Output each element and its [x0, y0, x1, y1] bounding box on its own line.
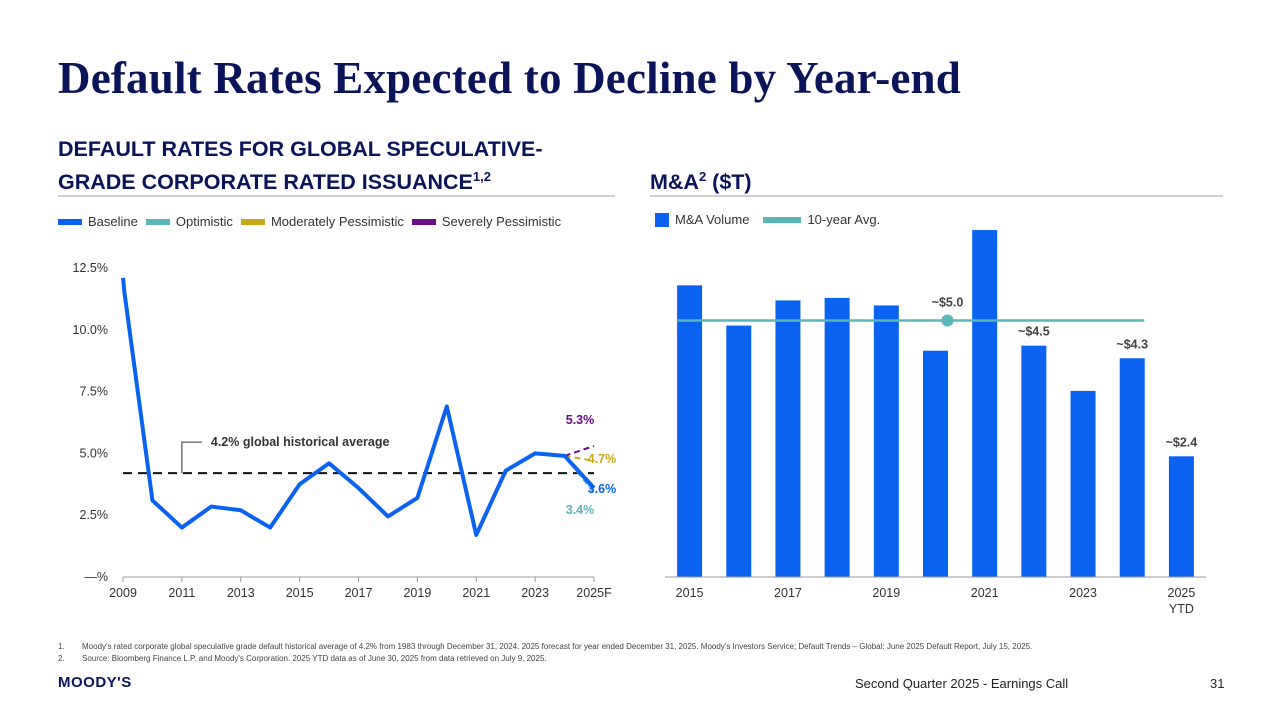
y-tick-label: 5.0%	[80, 446, 109, 460]
legend-swatch-moderately-pessimistic	[240, 218, 265, 225]
x-tick-label: 2017	[774, 586, 802, 600]
bar-2022	[1021, 345, 1047, 577]
x-tick-label: 2015	[676, 586, 704, 600]
x-tick-label: 2025	[1168, 586, 1196, 600]
end-label-severely-pessimistic: 5.3%	[566, 413, 595, 427]
x-tick-label: 2021	[462, 586, 490, 600]
x-tick-label: 2019	[403, 586, 431, 600]
legend-item-optimistic: Optimistic	[145, 214, 233, 229]
bar-2015	[677, 285, 703, 577]
data-label-2025-ytd: ~$2.4	[1166, 435, 1198, 449]
ma-bar-chart: 2015 2017 2019 2021 2023 2025 YTD ~$5.0 ~$4.5 ~$4…	[665, 230, 1206, 616]
y-tick-label: 2.5%	[80, 508, 109, 522]
bar-2018	[824, 297, 850, 577]
x-tick-label: 2011	[168, 586, 195, 600]
legend-label-moderately-pessimistic: Moderately Pessimistic	[270, 214, 404, 229]
bar-2019	[873, 305, 899, 577]
moodys-logo: MOODY'S	[58, 674, 132, 691]
legend-swatch-10yr-avg	[763, 216, 802, 223]
bar-2021	[972, 230, 998, 577]
y-tick-label: 12.5%	[73, 261, 108, 275]
legend-label-optimistic: Optimistic	[175, 214, 233, 229]
page-number: 31	[1210, 676, 1225, 691]
legend-label-10yr-avg: 10-year Avg.	[807, 212, 881, 227]
x-tick-label: 2015	[286, 586, 314, 600]
right-section-rule	[650, 195, 1223, 197]
historical-average-label: 4.2% global historical average	[211, 435, 390, 449]
x-tick-label: 2021	[971, 586, 999, 600]
footnote: 2. Source: Bloomberg Finance L.P. and Moo…	[58, 653, 1032, 665]
legend-label-severely-pessimistic: Severely Pessimistic	[441, 214, 562, 229]
bar-2025-ytd	[1168, 456, 1194, 577]
x-tick-label: 2013	[227, 586, 255, 600]
footnotes: 1. Moody's rated corporate global specula…	[58, 641, 1032, 665]
ma-legend: M&A Volume 10-year Avg.	[655, 212, 888, 227]
end-label-moderately-pessimistic: 4.7%	[588, 452, 617, 466]
page-title: Default Rates Expected to Decline by Yea…	[58, 53, 962, 103]
footnote-number: 2.	[58, 654, 65, 663]
legend-item-severely-pessimistic: Severely Pessimistic	[411, 214, 562, 229]
series-line-moderately-pessimistic	[564, 454, 595, 462]
legend-item-ma-volume: M&A Volume	[655, 212, 749, 227]
legend-swatch-ma-volume	[655, 212, 669, 227]
x-tick-label: 2017	[345, 586, 373, 600]
legend-swatch-baseline	[58, 218, 82, 225]
legend-label-baseline: Baseline	[88, 214, 138, 229]
footer-event-text: Second Quarter 2025 - Earnings Call	[855, 676, 1069, 691]
section-title-superscript: 1,2	[472, 169, 491, 184]
x-tick-label: 2009	[109, 586, 137, 600]
x-tick-label: 2023	[1069, 586, 1097, 600]
data-label-2022: ~$4.5	[1018, 325, 1050, 339]
x-tick-label: 2025F	[576, 586, 612, 600]
legend-label-ma-volume: M&A Volume	[675, 212, 750, 227]
footnote-text: Moody's rated corporate global speculati…	[82, 642, 1033, 651]
historical-average-callout	[181, 441, 202, 474]
ten-year-average-label: ~$5.0	[932, 296, 964, 310]
bar-2016	[726, 325, 752, 577]
bar-2024	[1119, 358, 1145, 577]
x-tick-sublabel: YTD	[1169, 602, 1194, 616]
legend-swatch-severely-pessimistic	[411, 218, 436, 225]
end-label-optimistic: 3.4%	[566, 503, 595, 517]
x-tick-label: 2019	[872, 586, 900, 600]
ma-title-superscript: 2	[698, 169, 707, 184]
series-line-severely-pessimistic	[564, 445, 595, 457]
end-label-baseline: 3.6%	[588, 482, 617, 496]
ma-title-text: M&A	[650, 170, 699, 195]
ma-section-title: M&A2 ($T)	[650, 163, 752, 196]
x-tick-label: 2023	[521, 586, 549, 600]
ma-title-suffix: ($T)	[706, 170, 752, 195]
y-tick-label: 10.0%	[73, 323, 108, 337]
default-rates-section-title: DEFAULT RATES FOR GLOBAL SPECULATIVE- GR…	[58, 136, 543, 196]
bar-2017	[775, 300, 801, 577]
series-line-baseline	[121, 277, 596, 537]
footnote: 1. Moody's rated corporate global specula…	[58, 641, 1032, 653]
legend-swatch-optimistic	[145, 218, 170, 225]
default-rates-legend: Baseline Optimistic Moderately Pessimist…	[58, 214, 569, 229]
data-label-2024: ~$4.3	[1116, 337, 1148, 351]
legend-item-10yr-avg: 10-year Avg.	[763, 212, 880, 227]
left-section-rule	[58, 195, 615, 197]
y-tick-label: 7.5%	[80, 385, 109, 399]
footnote-text: Source: Bloomberg Finance L.P. and Moody…	[82, 654, 547, 663]
legend-item-moderately-pessimistic: Moderately Pessimistic	[240, 214, 404, 229]
section-title-line1: DEFAULT RATES FOR GLOBAL SPECULATIVE-	[58, 137, 543, 161]
legend-item-baseline: Baseline	[58, 214, 138, 229]
footnote-number: 1.	[58, 642, 65, 651]
bar-2020	[923, 350, 948, 577]
section-title-line2: GRADE CORPORATE RATED ISSUANCE	[58, 170, 473, 195]
y-tick-label: —%	[84, 570, 108, 584]
default-rates-line-chart: —% 2.5% 5.0% 7.5% 10.0% 12.5% 2009 2011 2013 2015…	[73, 261, 617, 600]
ten-year-average-marker	[941, 314, 954, 327]
bar-2023	[1070, 390, 1096, 577]
